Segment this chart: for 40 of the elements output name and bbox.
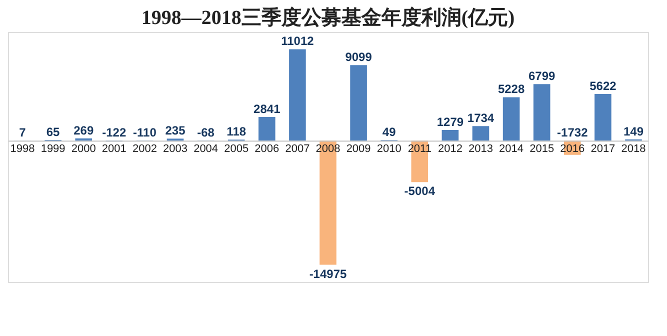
x-tick-label: 1999 (40, 143, 66, 156)
x-tick-label: 2003 (163, 143, 188, 156)
x-tick-label: 2014 (499, 143, 524, 156)
x-tick-label: 2005 (224, 143, 249, 156)
data-label: -14975 (309, 266, 348, 281)
data-label: 65 (46, 125, 60, 140)
x-tick-label: 2002 (132, 143, 157, 156)
data-label: -122 (102, 126, 126, 140)
data-label: 118 (226, 124, 246, 139)
x-tick-label: 2017 (590, 143, 616, 156)
x-tick-label: 2004 (194, 143, 218, 156)
x-tick-label: 2015 (530, 143, 554, 156)
data-label: -110 (133, 126, 157, 140)
x-tick-label: 2000 (71, 143, 96, 156)
x-tick-label: 2018 (621, 143, 646, 156)
data-label: 1734 (467, 111, 494, 126)
data-label: 7 (19, 126, 26, 140)
data-label: -1732 (557, 126, 588, 140)
x-tick-label: 2006 (254, 143, 280, 156)
data-label: 1279 (436, 114, 464, 129)
data-label: 5622 (590, 78, 617, 93)
data-label: 49 (382, 125, 396, 140)
data-label: 2841 (254, 102, 281, 116)
data-label: 235 (165, 124, 186, 138)
data-label: -5004 (404, 184, 436, 198)
x-tick-label: 1998 (10, 143, 35, 156)
x-tick-label: 2007 (285, 143, 310, 156)
data-label: 149 (623, 124, 644, 138)
data-label: 6799 (528, 69, 556, 84)
data-label: 11012 (281, 34, 314, 48)
x-tick-label: 2009 (346, 143, 371, 156)
data-label: 5228 (498, 82, 525, 96)
x-tick-label: 2001 (102, 143, 126, 156)
chart-title: 1998—2018三季度公募基金年度利润(亿元) (141, 6, 515, 29)
data-label: 269 (74, 123, 94, 138)
data-label: -68 (197, 126, 215, 140)
x-tick-label: 2013 (468, 143, 493, 156)
x-tick-label: 2010 (376, 143, 402, 156)
x-tick-label: 2012 (438, 143, 462, 156)
data-label: 9099 (345, 50, 372, 64)
